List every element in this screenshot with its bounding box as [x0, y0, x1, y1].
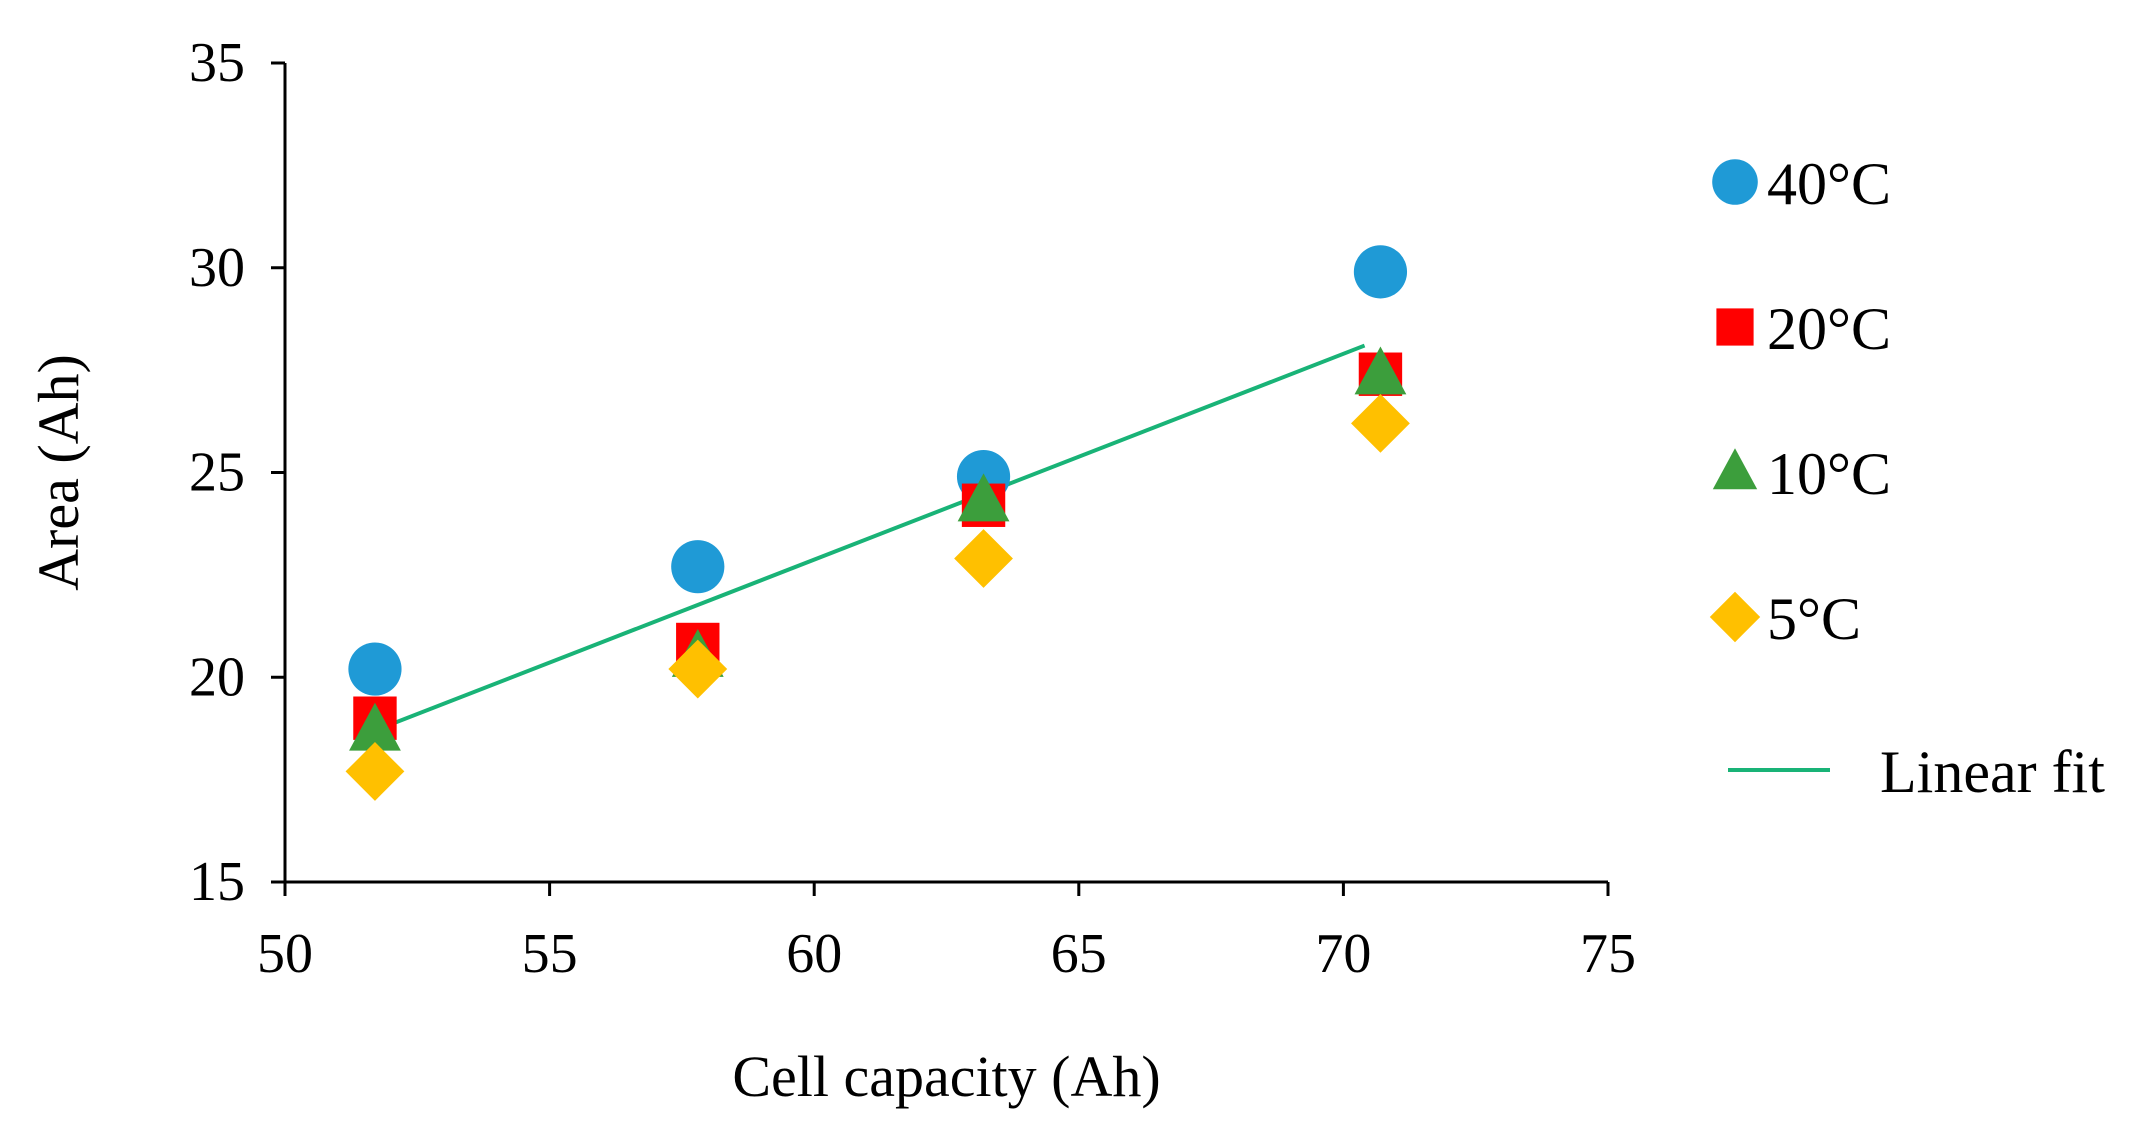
- legend-item: 5°C: [1709, 586, 1861, 652]
- legend-marker: [1712, 448, 1758, 490]
- legend-item: Linear fit: [1728, 739, 2105, 805]
- legend: 40°C 20°C 10°C 5°C Linear fit: [1709, 151, 2105, 805]
- legend-item: 20°C: [1716, 296, 1891, 362]
- legend-marker: [1709, 591, 1761, 643]
- x-tick-label: 50: [257, 923, 313, 985]
- fit-layer: [374, 343, 1366, 733]
- data-point: [954, 529, 1013, 588]
- y-tick-label: 30: [189, 237, 245, 299]
- x-tick-label: 70: [1315, 923, 1371, 985]
- data-point: [1354, 346, 1407, 395]
- series-circle: [348, 245, 1408, 696]
- x-tick-label: 60: [786, 923, 842, 985]
- legend-item: 10°C: [1712, 441, 1891, 507]
- y-tick-label: 25: [189, 442, 245, 504]
- legend-label: 5°C: [1767, 586, 1861, 652]
- legend-marker: [1716, 308, 1754, 346]
- y-tick-label: 20: [189, 646, 245, 708]
- y-tick-label: 35: [189, 32, 245, 94]
- data-points: [345, 245, 1410, 801]
- x-tick-label: 75: [1580, 923, 1636, 985]
- data-point: [671, 540, 725, 594]
- linear-fit-line: [374, 343, 1366, 733]
- y-tick-label: 15: [189, 851, 245, 913]
- series-triangle: [349, 346, 1407, 751]
- data-point: [345, 742, 405, 801]
- data-point: [349, 702, 401, 751]
- x-axis-title: Cell capacity (Ah): [732, 1044, 1160, 1109]
- legend-label: 20°C: [1767, 296, 1891, 362]
- data-point: [957, 473, 1010, 522]
- legend-marker: [1712, 159, 1758, 205]
- data-point: [1353, 245, 1408, 299]
- y-axis-title: Area (Ah): [26, 354, 91, 591]
- data-point: [668, 639, 728, 699]
- x-tick-label: 55: [522, 923, 578, 985]
- legend-label: 40°C: [1767, 151, 1891, 217]
- axes: 50 55 60 65 70 75 15 20 25 30 35 Cell capacity (Ah)…: [26, 32, 1636, 1109]
- series-square: [353, 352, 1403, 740]
- legend-label: 10°C: [1767, 441, 1891, 507]
- legend-item: 40°C: [1712, 151, 1891, 217]
- series-diamond: [345, 393, 1410, 801]
- data-point: [348, 642, 402, 696]
- x-tick-label: 65: [1051, 923, 1107, 985]
- legend-label: Linear fit: [1880, 739, 2105, 805]
- data-point: [1351, 393, 1410, 453]
